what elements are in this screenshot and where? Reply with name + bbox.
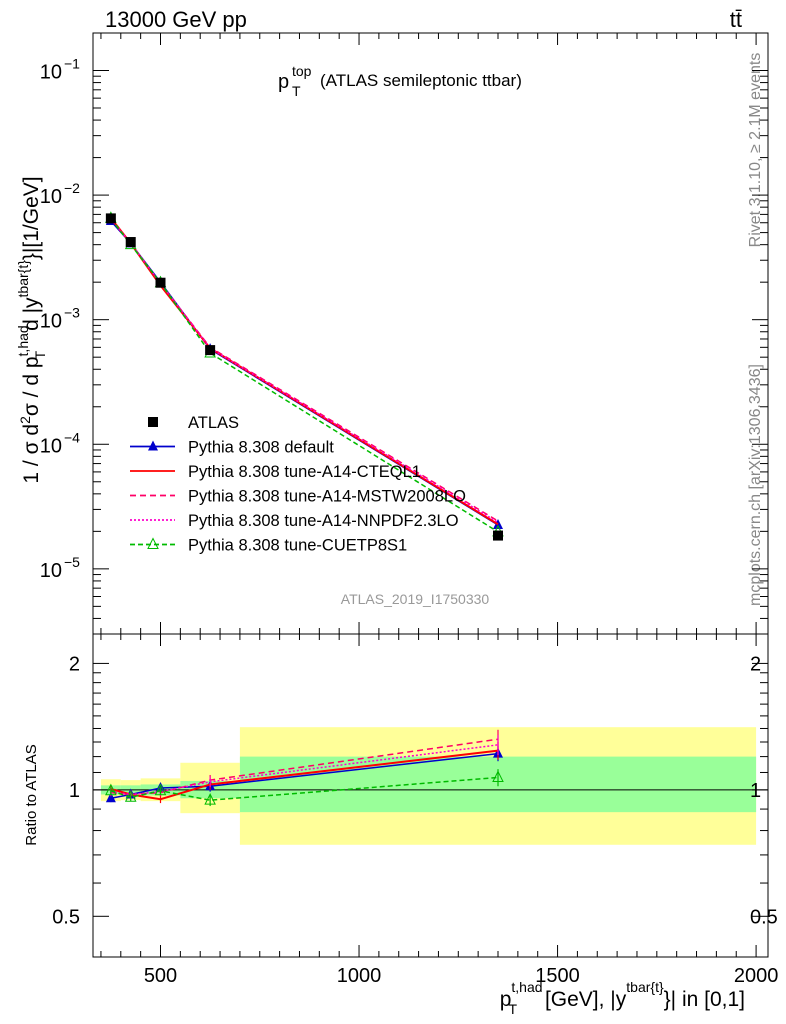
data-point (155, 277, 166, 288)
ratio-y-tick-label: 2 (69, 653, 80, 675)
legend-marker-5 (147, 537, 159, 549)
y-tick-label: 10 (40, 62, 62, 84)
legend-label-4: Pythia 8.308 tune-A14-NNPDF2.3LO (188, 512, 459, 530)
y-tick-exponent: −1 (64, 56, 80, 72)
mcplots-label: mcplots.cern.ch [arXiv:1306.3436] (747, 364, 764, 606)
ratio-y-label: Ratio to ATLAS (23, 744, 40, 845)
legend-label-3: Pythia 8.308 tune-A14-MSTW2008LO (188, 488, 466, 506)
y-tick-label: 10 (40, 435, 62, 457)
legend-label-2: Pythia 8.308 tune-A14-CTEQL1 (188, 463, 421, 481)
x-tick-label: 1000 (337, 965, 382, 987)
y-tick-exponent: −4 (64, 429, 80, 445)
x-tick-label: 1500 (535, 965, 580, 987)
process-label: tt̄ (730, 7, 742, 32)
legend-label-5: Pythia 8.308 tune-CUETP8S1 (188, 537, 407, 555)
y-tick-exponent: −3 (64, 305, 80, 321)
x-tick-label: 500 (144, 965, 177, 987)
ratio-frame (92, 633, 769, 958)
title-sub: T (292, 83, 301, 99)
ratio-series-marker-4 (105, 783, 117, 796)
collision-label: 13000 GeV pp (105, 7, 247, 32)
ratio-series-marker-4 (124, 790, 137, 802)
data-point (105, 213, 116, 224)
ratio-series-marker-4 (154, 783, 167, 796)
legend-marker-1 (148, 440, 158, 451)
legend: ATLAS Pythia 8.308 default Pythia 8.308 tu… (130, 414, 466, 555)
y-tick-exponent: −5 (64, 554, 80, 570)
ratio-y-tick-label: 0.5 (52, 906, 80, 928)
main-series-line-4 (110, 217, 499, 533)
y-tick-label: 10 (40, 186, 62, 208)
ratio-series-marker-4 (492, 770, 504, 783)
main-title: p top T (ATLAS semileptonic ttbar) (278, 63, 522, 99)
x-tick-label: 2000 (734, 965, 779, 987)
rivet-label: Rivet 3.1.10, ≥ 2.1M events (747, 53, 764, 248)
y-tick-label: 10 (40, 560, 62, 582)
main-y-label: 1 / σ d2σ / d pt,hadT d |ytbar{t}}|[1/Ge… (15, 176, 48, 483)
series-layer (105, 211, 504, 807)
ratio-y-tick-label-right: 0.5 (750, 906, 778, 928)
ratio-y-tick-label: 1 (69, 780, 80, 802)
legend-label-0: ATLAS (188, 414, 239, 432)
data-point (493, 530, 503, 541)
ratio-y-tick-label-right: 1 (750, 780, 761, 802)
svg-text:p: p (278, 71, 289, 93)
ratio-series-marker-4 (204, 793, 216, 805)
legend-label-1: Pythia 8.308 default (188, 439, 334, 457)
legend-marker-data (148, 417, 158, 427)
y-tick-label: 10 (40, 311, 62, 333)
data-point (205, 345, 216, 356)
analysis-id: ATLAS_2019_I1750330 (341, 591, 490, 607)
y-tick-exponent: −2 (64, 180, 80, 196)
ratio-y-tick-label-right: 2 (750, 653, 761, 675)
uncertainty-bands (100, 727, 757, 845)
title-sup: top (292, 63, 312, 79)
data-point (125, 237, 136, 248)
title-rest: (ATLAS semileptonic ttbar) (320, 71, 522, 90)
ratio-series-marker-0 (105, 792, 116, 803)
